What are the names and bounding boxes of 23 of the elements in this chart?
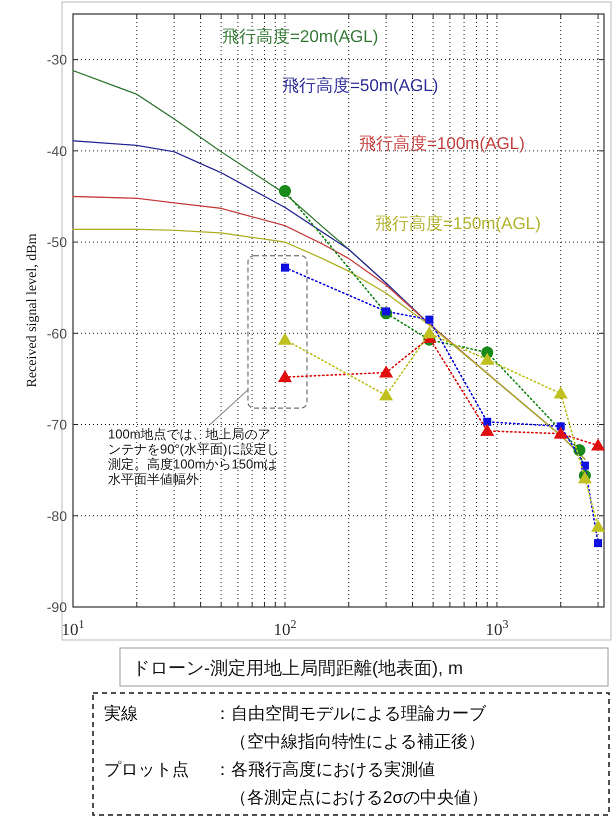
x-axis-title: ドローン-測定用地上局間距離(地表面), m xyxy=(132,658,463,678)
text: ：自由空間モデルによる理論カーブ xyxy=(214,704,487,723)
text: プロット点 xyxy=(104,760,189,779)
text: 飛行高度=50m(AGL) xyxy=(282,76,438,95)
text: （空中線指向特性による補正後） xyxy=(230,732,485,751)
text: （各測定点における2σの中央値） xyxy=(230,788,488,807)
text: 飛行高度=20m(AGL) xyxy=(222,27,378,46)
y-tick-label: -30 xyxy=(46,52,68,68)
text: 飛行高度=150m(AGL) xyxy=(375,214,541,233)
text: 実線 xyxy=(104,704,138,723)
y-tick-label: -50 xyxy=(46,234,68,250)
text: ：各飛行高度における実測値 xyxy=(214,760,435,779)
x-tick-label: 10$^{2}$ xyxy=(273,617,296,639)
annotation: 100m地点では、地上局のアンテナを90°(水平面)に設定し測定。高度100mから150mは水平面半値幅外 xyxy=(108,426,280,487)
text: 飛行高度=100m(AGL) xyxy=(359,134,525,153)
x-tick-label: 10$^{3}$ xyxy=(485,617,508,639)
x-tick-label: 10$^{1}$ xyxy=(62,617,85,639)
y-axis-title: Received signal level, dBm xyxy=(25,233,40,388)
y-tick-label: -60 xyxy=(46,325,68,342)
y-tick-label: -90 xyxy=(46,599,68,615)
y-tick-label: -70 xyxy=(46,416,68,433)
y-tick-label: -40 xyxy=(46,142,68,159)
y-tick-label: -80 xyxy=(46,508,68,524)
